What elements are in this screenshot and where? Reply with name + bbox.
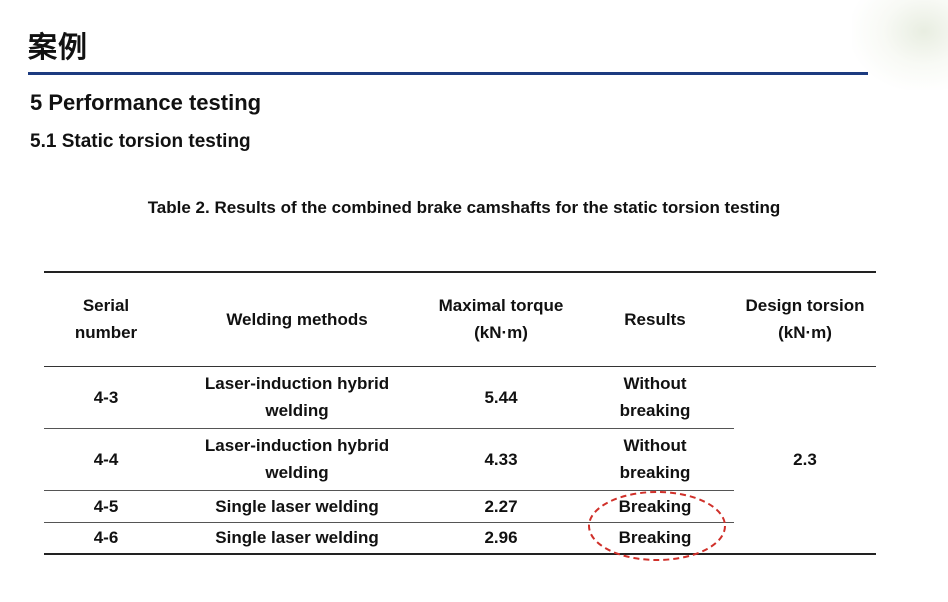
cell-torque: 2.27 [426,490,576,523]
cell-method: Laser-induction hybrid welding [168,428,426,491]
title-underline [28,72,868,75]
cell-serial: 4-5 [44,490,168,523]
header-results: Results [576,272,734,367]
table-row: 4-4 Laser-induction hybrid welding 4.33 … [44,428,876,491]
cell-serial: 4-4 [44,428,168,491]
results-table: Serial number Welding methods Maximal to… [44,271,876,555]
table-row: 4-3 Laser-induction hybrid welding 5.44 … [44,366,876,469]
cell-method: Laser-induction hybrid welding [168,366,426,429]
subsection-heading: 5.1 Static torsion testing [30,131,251,152]
slide-title: 案例 [28,30,89,64]
header-maximal-torque: Maximal torque (kN·m) [426,272,576,367]
corner-decoration [852,0,948,90]
header-design-torsion: Design torsion (kN·m) [734,272,876,367]
cell-result: Breaking [618,528,692,548]
cell-result: Without breaking [576,428,734,491]
cell-serial: 4-3 [44,366,168,429]
header-welding-methods: Welding methods [168,272,426,367]
cell-serial: 4-6 [93,528,119,548]
table-header-row: Serial number Welding methods Maximal to… [44,272,876,367]
cell-torque: 5.44 [426,366,576,429]
table-caption: Table 2. Results of the combined brake c… [147,198,781,217]
section-heading: 5 Performance testing [30,90,262,115]
cell-result: Breaking [576,490,734,523]
cell-design-torsion: 2.3 [793,450,817,470]
cell-method: Single laser welding [168,490,426,523]
cell-method: Single laser welding [215,528,379,548]
cell-result: Without breaking [576,366,734,429]
header-serial-number: Serial number [44,272,168,367]
cell-torque: 4.33 [426,428,576,491]
cell-torque: 2.96 [484,528,518,548]
